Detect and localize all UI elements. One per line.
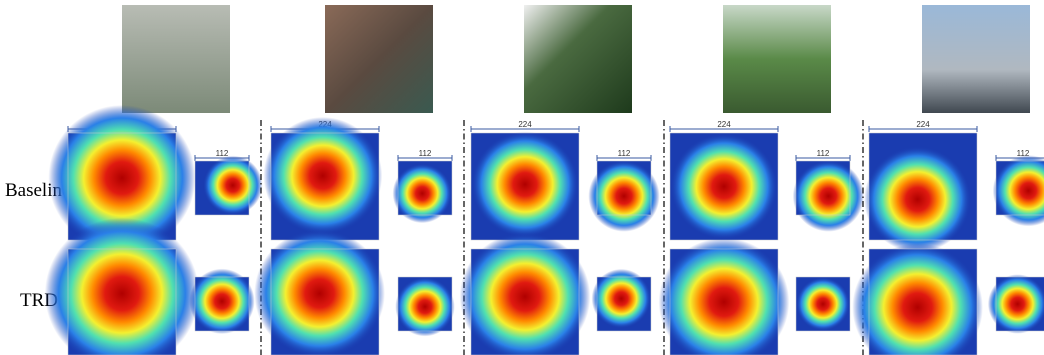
dimension-label: 112 bbox=[817, 149, 830, 158]
heatmap-border bbox=[995, 160, 1044, 216]
photo bbox=[325, 5, 433, 113]
heatmap bbox=[471, 131, 579, 238]
heatmap bbox=[670, 133, 778, 240]
photo bbox=[524, 5, 632, 113]
photo bbox=[723, 5, 831, 113]
heatmap-border bbox=[868, 132, 978, 241]
heatmap bbox=[852, 243, 983, 355]
heatmap-border bbox=[470, 248, 580, 355]
heatmap bbox=[864, 146, 972, 253]
heatmap bbox=[254, 229, 385, 355]
heatmap-border bbox=[397, 276, 453, 332]
heatmap-border bbox=[596, 160, 652, 216]
dimension-label: 224 bbox=[916, 120, 930, 129]
dimension-label: 112 bbox=[1017, 149, 1030, 158]
heatmap bbox=[992, 155, 1044, 227]
heatmap-border bbox=[194, 276, 250, 332]
dimension-label: 224 bbox=[518, 120, 532, 129]
heatmap-border bbox=[868, 248, 978, 355]
heatmap bbox=[203, 155, 263, 215]
heatmap bbox=[48, 104, 196, 251]
heatmap bbox=[392, 163, 452, 224]
heatmap bbox=[263, 116, 383, 235]
photo bbox=[922, 5, 1030, 113]
heatmap bbox=[459, 232, 591, 355]
heatmap bbox=[796, 277, 850, 331]
heatmap bbox=[792, 160, 865, 232]
heatmap-border bbox=[194, 160, 250, 216]
heatmap-border bbox=[596, 276, 652, 332]
heatmap-border bbox=[795, 276, 851, 332]
heatmap bbox=[189, 268, 255, 334]
heatmap bbox=[395, 277, 455, 337]
heatmap-border bbox=[669, 248, 779, 355]
heatmap-border bbox=[270, 248, 380, 355]
dimension-label: 224 bbox=[717, 120, 731, 129]
dimension-label: 112 bbox=[419, 149, 432, 158]
heatmap bbox=[658, 237, 790, 355]
photo bbox=[122, 5, 230, 113]
heatmap bbox=[591, 268, 651, 329]
heatmap-border bbox=[397, 160, 453, 216]
heatmap-border bbox=[795, 160, 851, 216]
dimension-label: 112 bbox=[216, 149, 229, 158]
heatmap bbox=[987, 274, 1044, 334]
heatmap-border bbox=[995, 276, 1044, 332]
dimension-label: 112 bbox=[618, 149, 631, 158]
heatmap bbox=[588, 160, 660, 232]
heatmap-border bbox=[67, 248, 177, 355]
heatmap bbox=[44, 217, 200, 355]
